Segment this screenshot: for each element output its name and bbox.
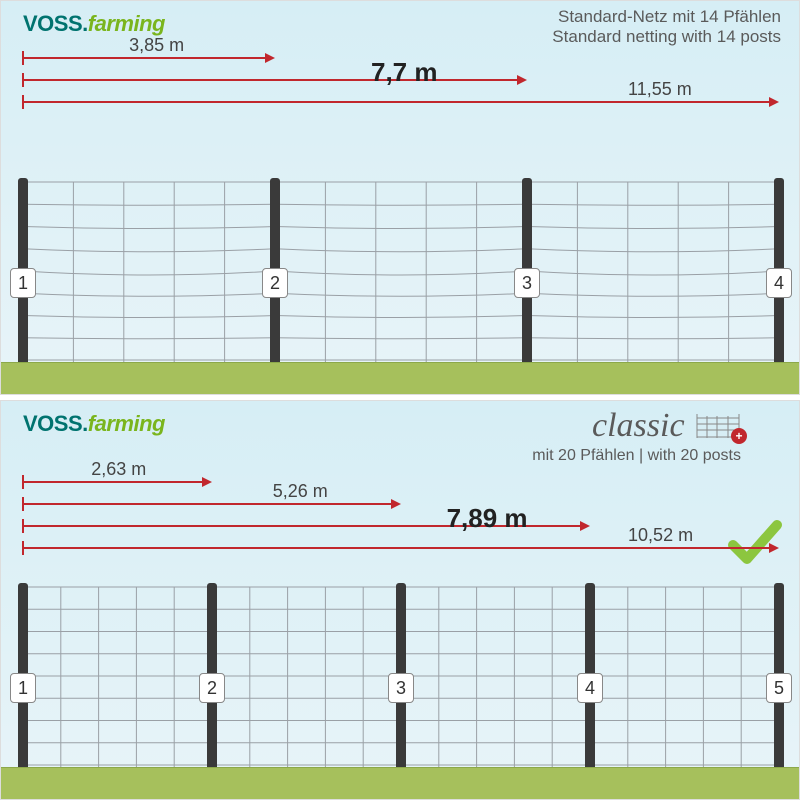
brand-logo: VOSS.farming — [23, 11, 165, 37]
post-label: 3 — [388, 673, 414, 703]
plus-icon: + — [731, 428, 747, 444]
arrow-line — [23, 57, 267, 59]
brand-voss: VOSS — [23, 411, 82, 436]
net-segment — [212, 583, 401, 767]
header-en: Standard netting with 14 posts — [552, 27, 781, 47]
net-segment — [527, 178, 779, 362]
arrow-label: 10,52 m — [628, 525, 693, 546]
arrow-label: 11,55 m — [628, 79, 692, 100]
brand-farming: farming — [88, 411, 165, 436]
arrow-label: 7,89 m — [447, 503, 528, 534]
fence-standard: 1234 — [23, 178, 777, 362]
arrow-label: 3,85 m — [129, 35, 184, 56]
dimension-arrow: 10,52 m — [23, 537, 777, 559]
arrow-line — [23, 101, 771, 103]
net-segment — [23, 583, 212, 767]
post-label: 3 — [514, 268, 540, 298]
header-classic: classic + mit 20 Pfählen | with 20 posts — [532, 407, 741, 465]
panel-classic: VOSS.farming classic + mit 20 Pfählen | … — [0, 400, 800, 800]
post-label: 2 — [262, 268, 288, 298]
panel-standard: VOSS.farming Standard-Netz mit 14 Pfähle… — [0, 0, 800, 395]
arrow-line — [23, 547, 771, 549]
net-icon: + — [695, 412, 741, 440]
arrow-label: 2,63 m — [91, 459, 146, 480]
dimension-arrows: 2,63 m5,26 m7,89 m10,52 m — [23, 471, 777, 559]
dimension-arrow: 11,55 m — [23, 91, 777, 113]
net-segment — [23, 178, 275, 362]
net-segment — [275, 178, 527, 362]
dimension-arrow: 5,26 m — [23, 493, 777, 515]
net-segment — [401, 583, 590, 767]
post-label: 4 — [766, 268, 792, 298]
brand-logo: VOSS.farming — [23, 411, 165, 437]
post-label: 1 — [10, 268, 36, 298]
dimension-arrow: 2,63 m — [23, 471, 777, 493]
arrow-line — [23, 503, 393, 505]
arrow-line — [23, 79, 519, 81]
net-segment — [590, 583, 779, 767]
fence-classic: 12345 — [23, 583, 777, 767]
header-de: Standard-Netz mit 14 Pfählen — [552, 7, 781, 27]
post-label: 5 — [766, 673, 792, 703]
classic-label: classic — [592, 407, 685, 445]
dimension-arrows: 3,85 m7,7 m11,55 m — [23, 47, 777, 113]
brand-farming: farming — [88, 11, 165, 36]
arrow-line — [23, 481, 204, 483]
ground — [1, 362, 799, 394]
post-label: 2 — [199, 673, 225, 703]
header-standard: Standard-Netz mit 14 Pfählen Standard ne… — [552, 7, 781, 47]
post-label: 1 — [10, 673, 36, 703]
ground — [1, 767, 799, 799]
post-label: 4 — [577, 673, 603, 703]
arrow-label: 5,26 m — [273, 481, 328, 502]
classic-sub: mit 20 Pfählen | with 20 posts — [532, 447, 741, 465]
arrow-label: 7,7 m — [371, 57, 438, 88]
brand-voss: VOSS — [23, 11, 82, 36]
